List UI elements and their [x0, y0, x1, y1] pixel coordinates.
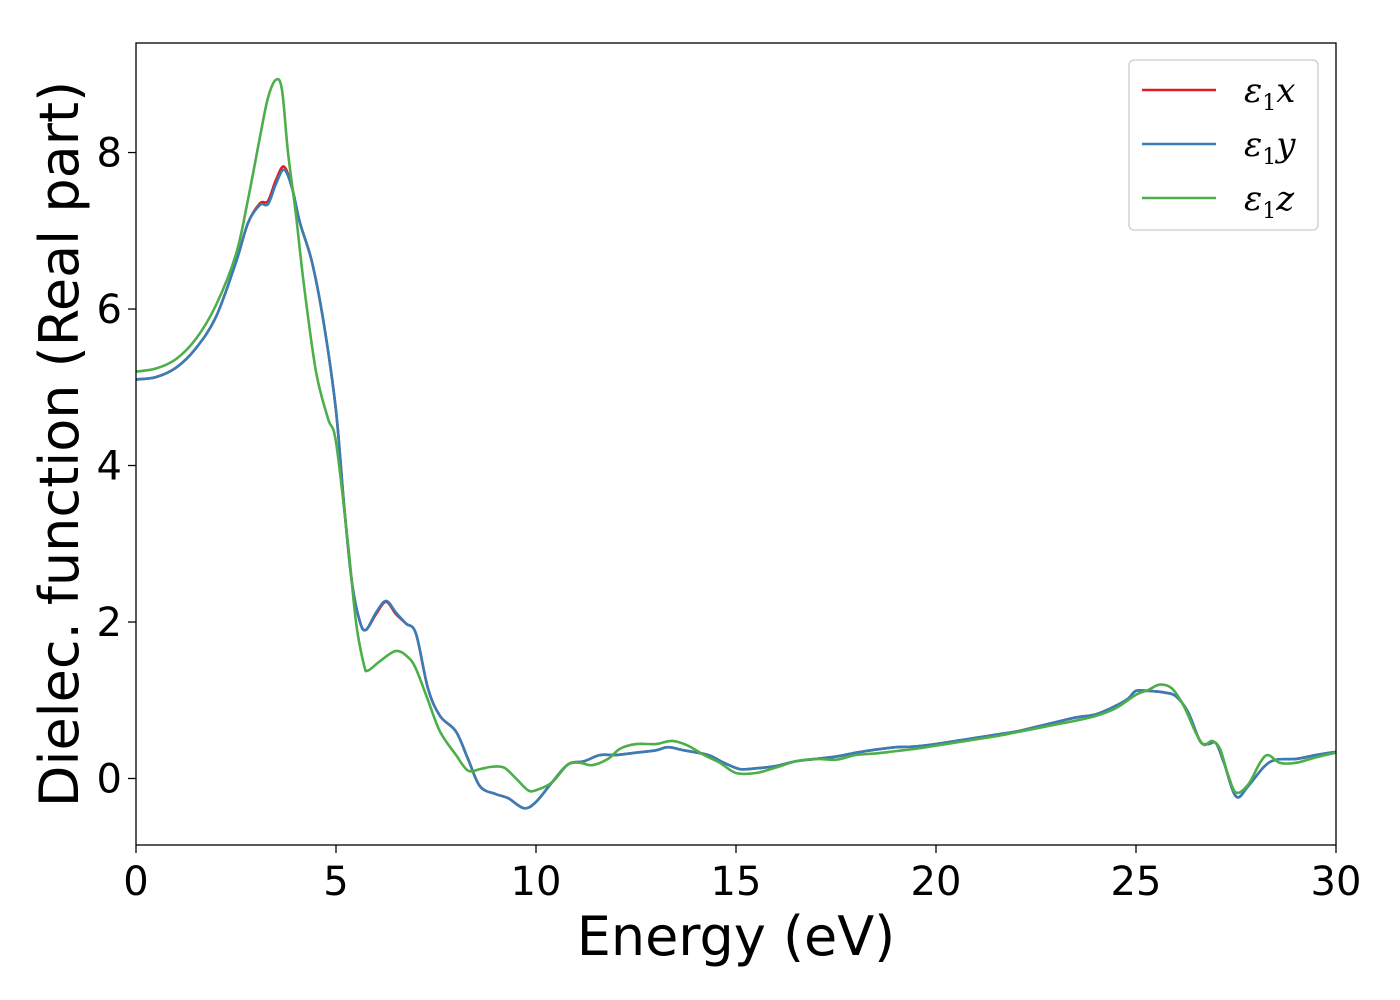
- legend-label-x: ε1x: [1244, 71, 1295, 116]
- x-tick-label: 15: [711, 859, 762, 905]
- series-layer: [136, 77, 1336, 810]
- x-tick-label: 30: [1311, 859, 1362, 905]
- x-tick-label: 25: [1111, 859, 1162, 905]
- legend-frame: [1128, 59, 1319, 231]
- axis-ticks: 0 5 10 15 20 25 30 0 2 4 6 8: [97, 131, 1362, 905]
- y-axis-title: Dielec. function (Real part): [28, 81, 91, 807]
- legend-label-y: ε1y: [1244, 125, 1296, 170]
- series-line-x: [136, 165, 1336, 810]
- series-line-z: [136, 77, 1336, 795]
- x-tick-label: 10: [511, 859, 562, 905]
- x-axis-title: Energy (eV): [577, 905, 896, 968]
- y-tick-label: 8: [97, 131, 122, 177]
- series-line-y: [136, 168, 1336, 810]
- legend: ε1x ε1y ε1z: [1128, 59, 1319, 231]
- legend-items: ε1x ε1y ε1z: [1142, 71, 1296, 224]
- y-tick-label: 4: [97, 444, 122, 490]
- y-tick-label: 0: [97, 756, 122, 802]
- legend-label-z: ε1z: [1244, 179, 1295, 224]
- y-tick-label: 6: [97, 287, 122, 333]
- x-tick-label: 0: [123, 859, 148, 905]
- y-tick-label: 2: [97, 600, 122, 646]
- x-tick-label: 20: [911, 859, 962, 905]
- x-tick-label: 5: [323, 859, 348, 905]
